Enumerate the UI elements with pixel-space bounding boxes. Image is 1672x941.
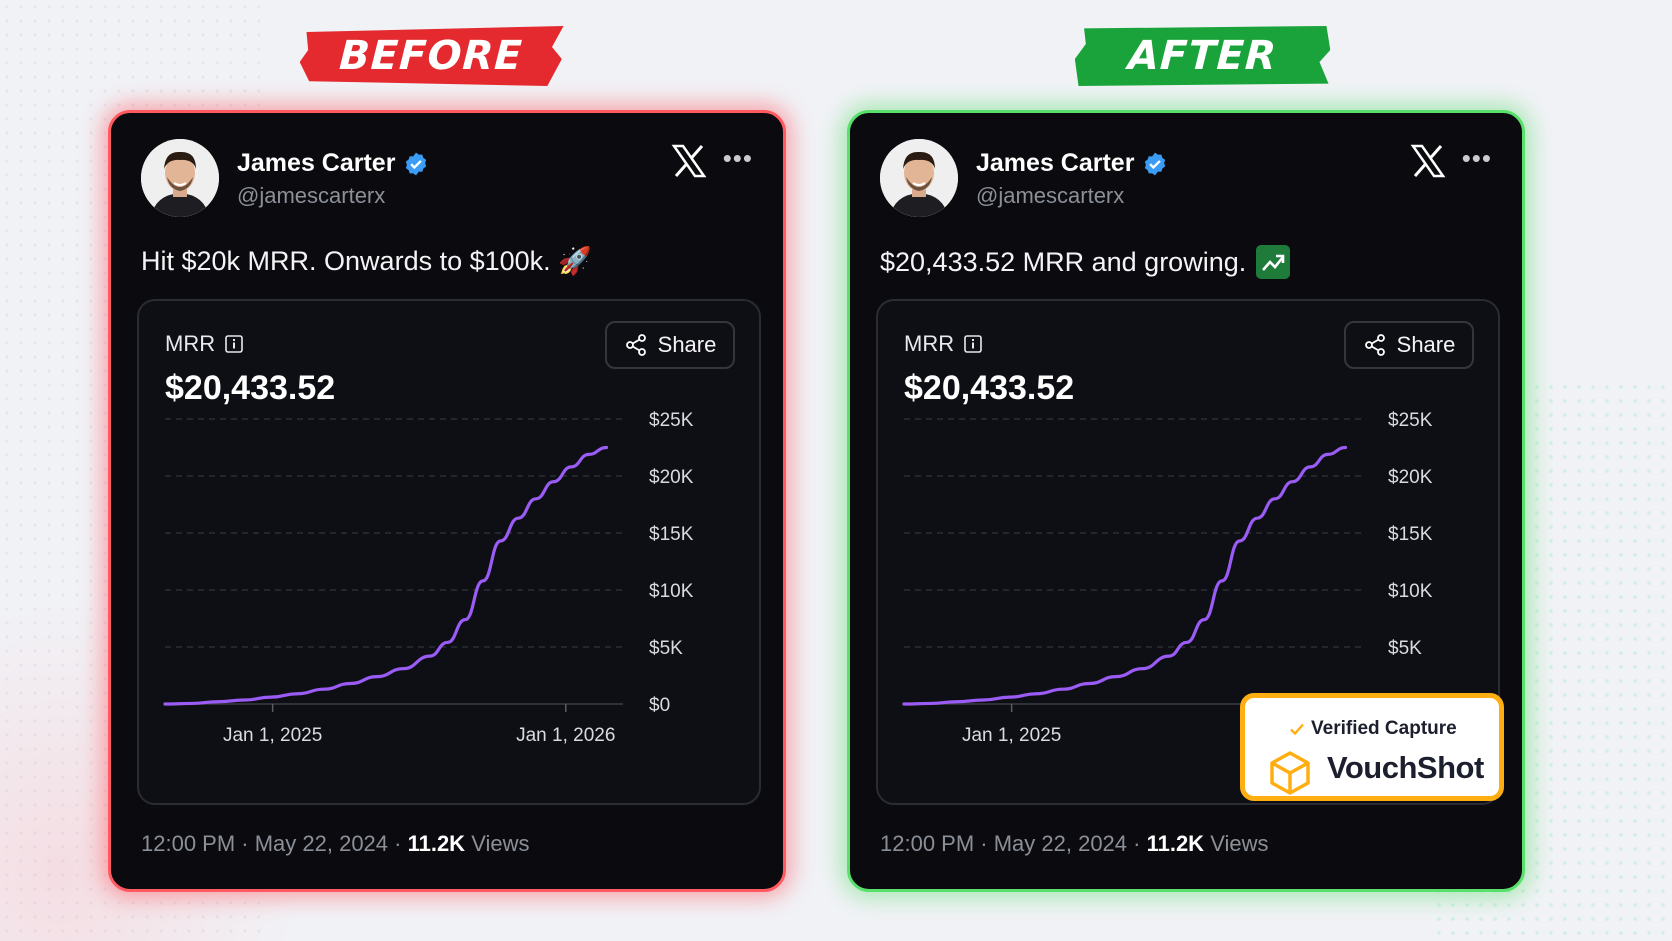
y-tick-label: $25K bbox=[1388, 410, 1433, 431]
y-tick-label: $10K bbox=[649, 581, 694, 602]
checkmark-icon bbox=[1290, 723, 1304, 736]
footer-time[interactable]: 12:00 PM · May 22, 2024 · bbox=[141, 831, 408, 856]
x-tick-label: Jan 1, 2025 bbox=[962, 725, 1061, 746]
mrr-label-text: MRR bbox=[904, 331, 955, 356]
views-count: 11.2K bbox=[1146, 831, 1205, 856]
mrr-value: $20,433.52 bbox=[165, 369, 336, 407]
mrr-series-line bbox=[163, 445, 609, 706]
badge-top-text: Verified Capture bbox=[1311, 718, 1457, 739]
tweet-card-before: James Carter @jamescarterx ••• Hit $20k … bbox=[108, 110, 786, 892]
views-count: 11.2K bbox=[407, 831, 466, 856]
x-logo-icon[interactable] bbox=[1410, 143, 1446, 179]
avatar[interactable] bbox=[141, 139, 219, 217]
user-handle[interactable]: @jamescarterx bbox=[237, 183, 386, 208]
tweet-text: $20,433.52 MRR and growing. bbox=[880, 246, 1247, 277]
avatar[interactable] bbox=[880, 139, 958, 217]
mrr-chart-card: MRR $20,433.52 Share $25K $20K $15K $10K $5K… bbox=[137, 299, 761, 805]
tweet-text-row: $20,433.52 MRR and growing. bbox=[880, 245, 1291, 279]
more-options-icon[interactable]: ••• bbox=[722, 143, 753, 173]
user-name[interactable]: James Carter bbox=[237, 149, 429, 178]
x-tick-label: Jan 1, 2025 bbox=[223, 725, 322, 746]
y-tick-label: $5K bbox=[649, 638, 683, 659]
user-name-text: James Carter bbox=[237, 149, 396, 177]
user-name-text: James Carter bbox=[976, 149, 1135, 177]
mrr-label-text: MRR bbox=[165, 331, 216, 356]
share-icon bbox=[1364, 334, 1385, 356]
share-label: Share bbox=[657, 332, 717, 357]
y-tick-label: $0 bbox=[649, 695, 670, 716]
share-button[interactable]: Share bbox=[1344, 321, 1474, 369]
mrr-chart: $25K $20K $15K $10K $5K $0 Jan 1, 2025 Jan 1, 2… bbox=[163, 410, 694, 746]
share-button[interactable]: Share bbox=[605, 321, 735, 369]
user-handle[interactable]: @jamescarterx bbox=[976, 183, 1125, 208]
mrr-series-line bbox=[902, 445, 1348, 706]
verified-badge-icon bbox=[406, 152, 427, 175]
y-tick-label: $20K bbox=[649, 467, 694, 488]
y-tick-label: $5K bbox=[1388, 638, 1422, 659]
mrr-value: $20,433.52 bbox=[904, 369, 1075, 407]
mrr-label: MRR bbox=[165, 331, 243, 357]
y-tick-label: $15K bbox=[1388, 524, 1433, 545]
x-logo-icon[interactable] bbox=[671, 143, 707, 179]
user-name[interactable]: James Carter bbox=[976, 149, 1168, 178]
tweet-footer: 12:00 PM · May 22, 2024 · 11.2K Views bbox=[880, 831, 1268, 857]
badge-brand: VouchShot bbox=[1327, 750, 1484, 785]
views-label: Views bbox=[1204, 831, 1269, 856]
verified-capture-badge[interactable]: Verified Capture VouchShot bbox=[1240, 693, 1504, 801]
y-tick-label: $25K bbox=[649, 410, 694, 431]
mrr-label: MRR bbox=[904, 331, 982, 357]
share-label: Share bbox=[1396, 332, 1456, 357]
tweet-text-row: Hit $20k MRR. Onwards to $100k. 🚀 bbox=[141, 245, 592, 277]
before-banner: BEFORE bbox=[298, 26, 563, 86]
footer-time[interactable]: 12:00 PM · May 22, 2024 · bbox=[880, 831, 1147, 856]
cube-icon bbox=[1270, 751, 1310, 795]
views-label: Views bbox=[465, 831, 530, 856]
share-icon bbox=[625, 334, 646, 356]
y-tick-label: $15K bbox=[649, 524, 694, 545]
info-icon[interactable] bbox=[964, 335, 982, 353]
more-options-icon[interactable]: ••• bbox=[1461, 143, 1492, 173]
y-tick-label: $10K bbox=[1388, 581, 1433, 602]
y-tick-label: $20K bbox=[1388, 467, 1433, 488]
tweet-text: Hit $20k MRR. Onwards to $100k. 🚀 bbox=[141, 246, 592, 276]
verified-badge-icon bbox=[1145, 152, 1166, 175]
after-banner: AFTER bbox=[1073, 26, 1331, 86]
tweet-footer: 12:00 PM · May 22, 2024 · 11.2K Views bbox=[141, 831, 529, 857]
info-icon[interactable] bbox=[225, 335, 243, 353]
x-tick-label: Jan 1, 2026 bbox=[516, 725, 615, 746]
badge-top-row: Verified Capture bbox=[1289, 718, 1457, 740]
chart-increasing-icon bbox=[1256, 245, 1291, 279]
